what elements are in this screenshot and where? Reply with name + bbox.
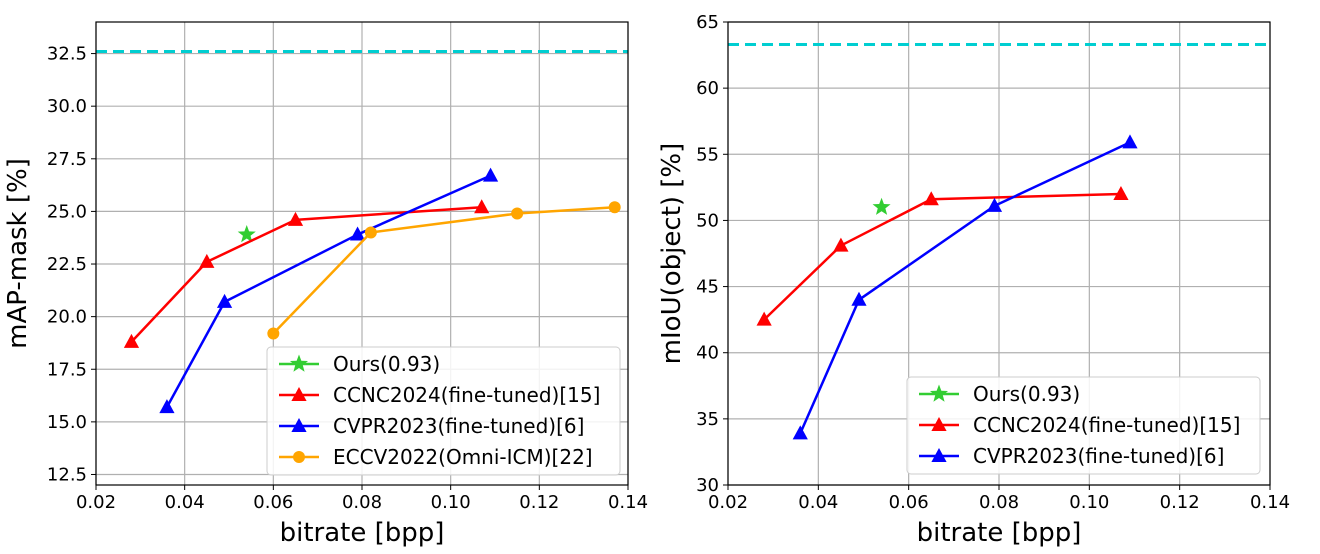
y-tick-label: 40 (696, 343, 719, 364)
legend-label-2: CCNC2024(fine-tuned)[15] (333, 383, 600, 407)
y-tick-label: 45 (696, 277, 719, 298)
x-tick-label: 0.04 (798, 492, 838, 513)
data-point-series-2 (199, 253, 215, 268)
x-tick-label: 0.08 (342, 492, 382, 513)
legend: Ours(0.93) CCNC2024(fine-tuned)[15] CVPR20… (906, 376, 1261, 475)
data-point-series-2 (123, 333, 140, 348)
x-tick-label: 0.02 (76, 492, 116, 513)
y-tick-label: 30 (696, 475, 719, 496)
x-tick-label: 0.06 (253, 492, 293, 513)
data-point-series-2 (474, 199, 490, 214)
legend-marker-3 (931, 448, 947, 462)
x-axis-label: bitrate [bpp] (917, 518, 1082, 548)
legend-marker-4 (293, 451, 305, 463)
x-tick-label: 0.12 (519, 492, 559, 513)
data-point-series-3 (792, 425, 808, 440)
x-tick-label: 0.14 (608, 492, 648, 513)
y-axis-label: mAP-mask [%] (3, 158, 33, 349)
y-tick-label: 65 (696, 12, 719, 33)
data-point-series-3 (1122, 134, 1138, 149)
legend-label-3: CVPR2023(fine-tuned)[6] (333, 414, 584, 438)
data-point-series-3 (986, 197, 1003, 212)
data-point-series-2 (756, 311, 772, 326)
legend: Ours(0.93) CCNC2024(fine-tuned)[15] CVPR20… (266, 346, 621, 476)
data-point-series-4 (608, 201, 621, 214)
x-tick-label: 0.06 (889, 492, 929, 513)
axes-frame (727, 21, 1271, 486)
y-tick-label: 25.0 (47, 201, 87, 222)
y-tick-label: 30.0 (47, 96, 87, 117)
y-tick-label: 12.5 (47, 464, 87, 485)
x-tick-label: 0.02 (708, 492, 748, 513)
legend-label-1: Ours(0.93) (333, 352, 440, 376)
series-line-2 (130, 205, 482, 343)
data-point-series-3 (851, 291, 867, 306)
x-tick-label: 0.10 (1069, 492, 1109, 513)
legend-marker-1 (929, 384, 949, 402)
legend-label-1: Ours(0.93) (973, 382, 1080, 406)
legend-marker-2 (291, 387, 307, 401)
series-line-2 (763, 192, 1121, 321)
y-tick-label: 22.5 (47, 254, 87, 275)
data-point-series-2 (1113, 185, 1129, 200)
data-point-series-2 (287, 211, 304, 226)
axes-frame (95, 21, 629, 486)
data-point-series-1 (237, 225, 256, 243)
data-point-series-4 (267, 327, 280, 340)
chart-2: 0.02 0.04 0.06 0.08 0.10 0.12 0.14 30 35 40 45 50 55… (657, 12, 1290, 548)
data-point-series-2 (833, 237, 849, 252)
y-axis-label: mIoU(object) [%] (657, 143, 687, 365)
data-point-series-4 (511, 207, 524, 220)
series-line-3 (799, 141, 1131, 434)
x-axis-label: bitrate [bpp] (280, 518, 445, 548)
legend-label-2: CCNC2024(fine-tuned)[15] (973, 413, 1240, 437)
data-point-series-2 (923, 191, 939, 206)
y-tick-label: 35 (696, 409, 719, 430)
data-point-series-3 (482, 167, 499, 182)
y-tick-label: 27.5 (47, 149, 87, 170)
series-line-4 (272, 205, 615, 335)
y-tick-label: 60 (696, 78, 719, 99)
y-tick-label: 55 (696, 144, 719, 165)
y-tick-label: 15.0 (47, 412, 87, 433)
x-tick-label: 0.14 (1250, 492, 1290, 513)
series-line-3 (165, 174, 492, 408)
data-point-series-3 (159, 399, 175, 414)
data-point-series-1 (872, 197, 891, 215)
y-tick-label: 32.5 (47, 44, 87, 65)
legend-label-4: ECCV2022(Omni-ICM)[22] (333, 445, 593, 469)
x-tick-label: 0.08 (979, 492, 1019, 513)
legend-label-3: CVPR2023(fine-tuned)[6] (973, 444, 1224, 468)
x-tick-label: 0.04 (165, 492, 205, 513)
y-tick-label: 20.0 (47, 307, 87, 328)
legend-marker-3 (291, 418, 307, 432)
x-tick-label: 0.10 (431, 492, 471, 513)
data-point-series-4 (364, 226, 377, 239)
data-point-series-3 (349, 226, 366, 241)
legend-marker-2 (931, 417, 947, 431)
x-tick-label: 0.12 (1160, 492, 1200, 513)
y-tick-label: 17.5 (47, 359, 87, 380)
legend-box (266, 346, 621, 476)
legend-marker-1 (289, 354, 309, 372)
legend-box (906, 376, 1261, 475)
chart-1: 0.02 0.04 0.06 0.08 0.10 0.12 0.14 12.5 15.0 17.5… (3, 21, 648, 548)
data-point-series-3 (216, 293, 233, 308)
y-tick-label: 50 (696, 210, 719, 231)
